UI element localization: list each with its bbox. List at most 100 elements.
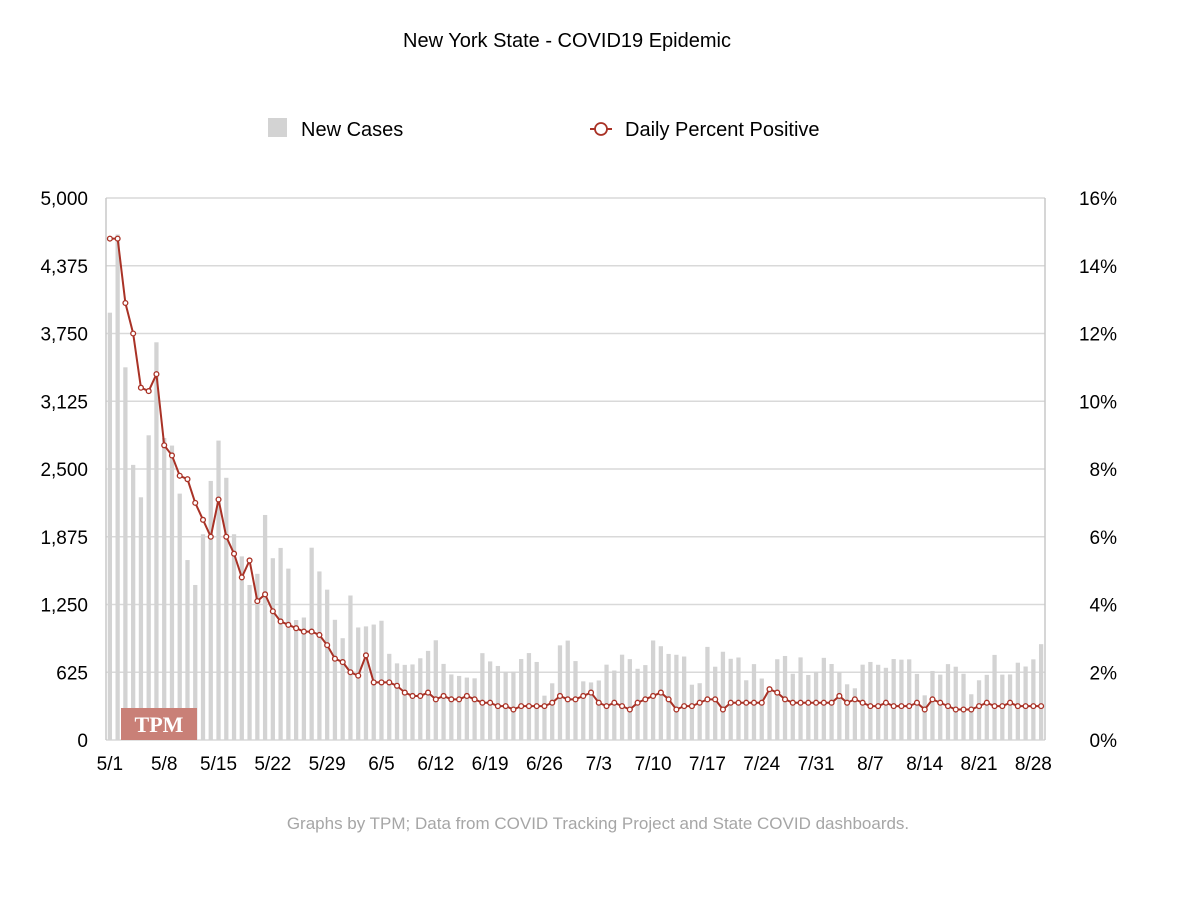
line-point — [906, 703, 913, 710]
line-point — [789, 699, 796, 706]
bar — [154, 342, 159, 740]
bar — [402, 664, 407, 740]
y-left-tick-label: 2,500 — [40, 460, 88, 481]
line-point — [688, 703, 695, 710]
bar — [643, 665, 648, 740]
bar — [837, 672, 842, 740]
line-point — [952, 706, 959, 713]
bar — [619, 654, 625, 740]
bar — [557, 645, 563, 740]
x-tick-label: 7/3 — [586, 754, 612, 775]
bar — [868, 661, 873, 740]
y-right-tick-label: 10% — [1079, 392, 1117, 413]
line-point — [913, 699, 921, 706]
y-right-tick-label: 16% — [1079, 189, 1117, 210]
bar — [697, 683, 702, 740]
line-point — [456, 696, 463, 703]
line-point — [145, 388, 152, 395]
line-point — [820, 699, 827, 706]
line-point — [634, 699, 641, 706]
line-point — [681, 703, 688, 710]
y-right-tick-label: 8% — [1090, 460, 1118, 481]
line-point — [890, 703, 897, 710]
bar — [464, 677, 469, 740]
line-point — [844, 699, 851, 706]
legend-line-label: Daily Percent Positive — [625, 119, 820, 141]
line-point — [114, 235, 121, 242]
line-point — [386, 679, 393, 686]
x-tick-label: 7/24 — [743, 754, 780, 775]
line-point — [448, 696, 455, 703]
line-point — [122, 299, 129, 307]
y-left-tick-label: 1,875 — [40, 528, 88, 549]
line-point — [106, 235, 113, 242]
y-axis-left-labels: 0 625 1,250 1,875 2,500 3,125 3,750 4,375 5,000 — [40, 189, 88, 752]
bar-series — [107, 234, 1044, 740]
line-point — [619, 703, 626, 710]
line-point — [859, 699, 866, 706]
line-point — [300, 628, 307, 635]
line-point — [161, 442, 168, 449]
line-point — [882, 699, 889, 706]
bar — [922, 695, 927, 740]
bar — [418, 658, 423, 740]
y-left-tick-label: 625 — [56, 663, 88, 684]
line-point — [176, 472, 183, 479]
line-point — [254, 598, 261, 605]
line-point — [968, 706, 975, 713]
bar — [363, 626, 369, 740]
line-point — [463, 692, 470, 700]
bar — [588, 682, 594, 740]
x-tick-label: 7/17 — [689, 754, 726, 775]
bar — [410, 664, 415, 740]
line-point — [898, 703, 905, 710]
bar — [123, 367, 128, 740]
line-point — [781, 696, 789, 703]
y-right-tick-label: 4% — [1090, 596, 1118, 617]
bar — [813, 671, 819, 740]
bar — [162, 437, 167, 740]
line-point — [230, 550, 238, 557]
line-point — [1007, 699, 1014, 706]
footer-credit: Graphs by TPM; Data from COVID Tracking … — [287, 814, 909, 833]
line-point — [704, 696, 711, 703]
bar — [286, 568, 291, 740]
line-point — [362, 652, 370, 659]
bar — [650, 640, 656, 740]
bar — [806, 674, 811, 740]
bar — [1007, 674, 1013, 740]
bar — [301, 617, 307, 740]
grid-lines — [105, 197, 1046, 741]
bar — [1038, 644, 1044, 740]
legend-line-marker — [594, 122, 608, 136]
line-point — [766, 686, 773, 693]
line-point — [944, 703, 952, 710]
bar — [914, 673, 920, 740]
line-point — [130, 330, 137, 337]
line-point — [262, 591, 269, 598]
bar — [550, 683, 555, 740]
legend-bars-label: New Cases — [301, 119, 403, 141]
bar — [1031, 659, 1036, 740]
line-point — [510, 706, 517, 713]
x-tick-label: 8/7 — [857, 754, 883, 775]
bar — [945, 664, 951, 740]
line-point — [712, 696, 719, 703]
line-point — [929, 696, 936, 703]
x-tick-label: 5/22 — [254, 754, 291, 775]
line-point — [223, 533, 230, 540]
line-point — [417, 692, 424, 700]
bar — [713, 666, 718, 740]
bar — [728, 658, 733, 740]
bar — [581, 681, 586, 740]
bar — [208, 480, 213, 740]
chart-title: New York State - COVID19 Epidemic — [403, 30, 731, 52]
tpm-logo-text: TPM — [135, 712, 184, 737]
bar — [433, 640, 438, 740]
bar — [138, 497, 144, 740]
bar — [542, 695, 547, 740]
bar — [169, 445, 175, 740]
bar — [705, 646, 710, 740]
bar — [293, 620, 299, 740]
